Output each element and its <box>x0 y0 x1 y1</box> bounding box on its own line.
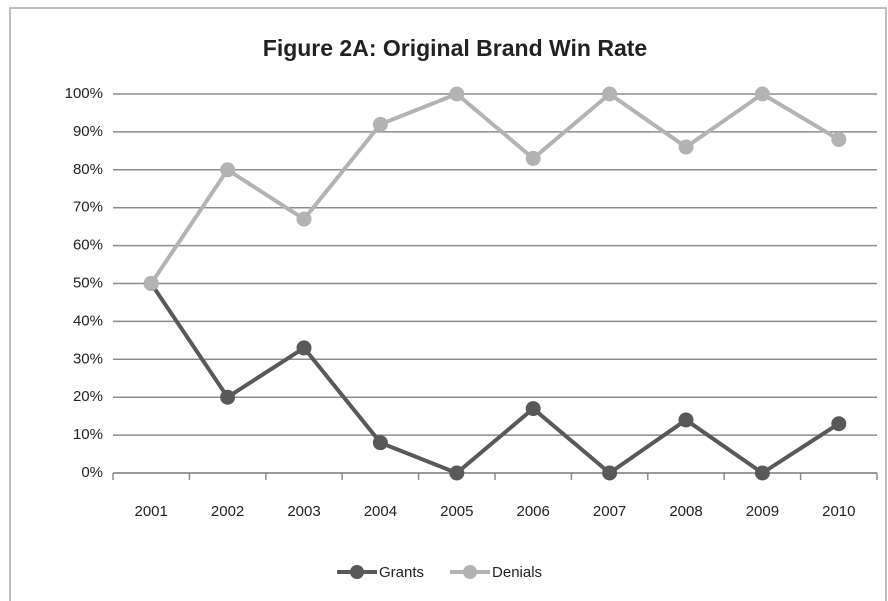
point <box>449 465 465 481</box>
point <box>678 412 694 428</box>
x-tick-label: 2006 <box>517 503 550 520</box>
y-tick-label: 30% <box>73 350 103 367</box>
y-tick-label: 50% <box>73 274 103 291</box>
x-tick-label: 2004 <box>364 503 397 520</box>
point <box>678 139 694 155</box>
x-tick-label: 2010 <box>822 503 855 520</box>
x-tick-label: 2009 <box>746 503 779 520</box>
y-tick-label: 0% <box>81 464 103 481</box>
point <box>220 389 236 405</box>
point <box>525 401 541 417</box>
point <box>143 276 159 291</box>
point <box>372 435 388 451</box>
point <box>449 86 465 102</box>
y-tick-label: 100% <box>65 85 103 102</box>
point <box>831 131 847 147</box>
y-tick-label: 90% <box>73 123 103 140</box>
x-tick-label: 2008 <box>669 503 702 520</box>
point <box>602 465 618 481</box>
point <box>754 86 770 102</box>
x-tick-label: 2005 <box>440 503 473 520</box>
legend-marker <box>463 565 478 579</box>
point <box>754 465 770 481</box>
point <box>296 340 312 356</box>
point <box>296 211 312 227</box>
point <box>220 162 236 178</box>
y-tick-label: 40% <box>73 312 103 329</box>
point <box>525 150 541 166</box>
y-tick-label: 80% <box>73 161 103 178</box>
legend-marker <box>350 565 364 579</box>
series-line <box>149 282 840 475</box>
x-tick-label: 2002 <box>211 503 244 520</box>
series-line <box>149 92 840 285</box>
chart-title: Figure 2A: Original Brand Win Rate <box>263 35 647 61</box>
point <box>602 86 618 102</box>
chart-frame <box>9 7 887 601</box>
point <box>831 416 847 432</box>
y-tick-label: 60% <box>73 237 103 254</box>
legend-label: Denials <box>492 564 542 581</box>
y-tick-label: 20% <box>73 388 103 405</box>
x-tick-label: 2007 <box>593 503 626 520</box>
x-tick-label: 2001 <box>135 503 168 520</box>
legend-label: Grants <box>379 564 424 581</box>
x-tick-label: 2003 <box>287 503 320 520</box>
point <box>372 116 388 132</box>
y-tick-label: 70% <box>73 199 103 216</box>
y-tick-label: 10% <box>73 426 103 443</box>
